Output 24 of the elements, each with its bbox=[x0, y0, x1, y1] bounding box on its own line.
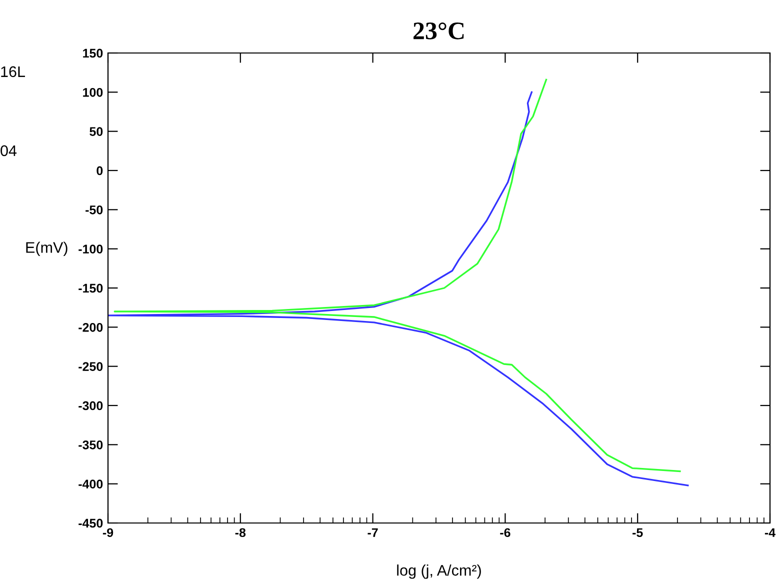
x-tick-label: -8 bbox=[235, 528, 246, 538]
x-tick-label: -6 bbox=[500, 528, 510, 538]
text: 04 bbox=[0, 145, 17, 156]
y-tick-label: -450 bbox=[78, 518, 103, 528]
y-axis-title: E(mV) bbox=[26, 242, 68, 256]
y-tick-label: -200 bbox=[78, 322, 103, 332]
y-tick-label: -350 bbox=[78, 440, 103, 450]
y-tick-label: 0 bbox=[96, 166, 103, 176]
text: 16L bbox=[1, 66, 25, 78]
x-tick-label: -5 bbox=[632, 528, 643, 538]
y-tick-label: -100 bbox=[78, 244, 103, 254]
chart-title: 23°C bbox=[414, 22, 464, 40]
y-tick-label: 50 bbox=[90, 127, 103, 136]
y-tick-label: -250 bbox=[78, 362, 103, 371]
x-tick-label: -7 bbox=[368, 528, 378, 537]
x-tick-label: -4 bbox=[764, 528, 776, 537]
x-axis-title: log (j, A/cm²) bbox=[397, 564, 481, 579]
y-tick-label: -300 bbox=[78, 401, 103, 410]
y-tick-label: -400 bbox=[78, 480, 103, 488]
x-tick-label: -9 bbox=[102, 528, 114, 538]
y-tick-label: -50 bbox=[86, 205, 103, 214]
y-tick-label: 150 bbox=[83, 48, 103, 58]
y-tick-label: 100 bbox=[83, 88, 103, 97]
y-tick-label: -150 bbox=[78, 284, 103, 293]
